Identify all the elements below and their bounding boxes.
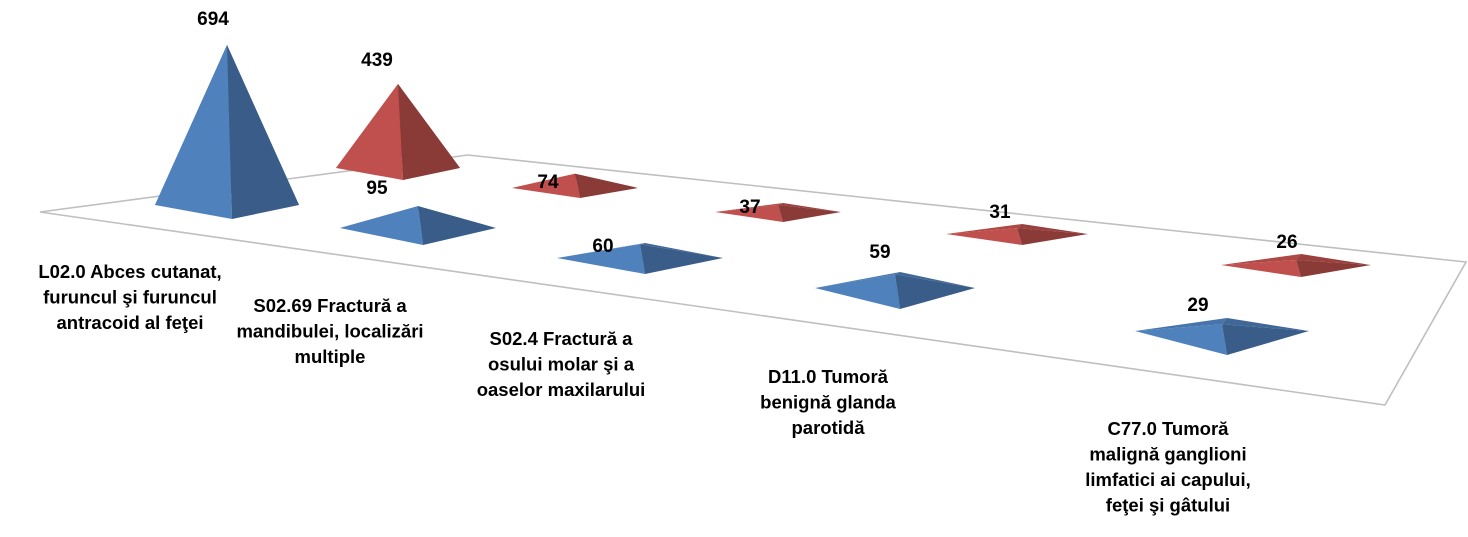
pyramid-face	[1017, 228, 1088, 245]
pyramid-mark	[715, 203, 841, 222]
pyramid-mark	[336, 84, 460, 180]
pyramid-face	[1017, 224, 1088, 234]
pyramid-face	[418, 206, 496, 245]
pyramid-face	[398, 84, 460, 180]
pyramid-face	[512, 173, 580, 198]
pyramid-mark	[1135, 318, 1309, 355]
pyramid-face	[715, 203, 783, 212]
category-label: S02.4 Fractură a osului molar şi a oaselor…	[477, 328, 646, 400]
data-label: 26	[1276, 232, 1297, 253]
pyramid-face	[815, 272, 900, 288]
data-label: 37	[739, 197, 760, 218]
pyramid-mark	[557, 243, 723, 274]
data-label: 31	[989, 202, 1011, 223]
pyramid-mark	[1221, 254, 1371, 277]
chart-floor	[39, 154, 1468, 406]
pyramid-face	[155, 45, 232, 219]
pyramid-face	[640, 244, 723, 274]
pyramid-face	[557, 244, 645, 274]
pyramid-face	[1135, 324, 1227, 355]
pyramid-face	[640, 243, 723, 258]
pyramid-mark	[512, 173, 638, 198]
category-label: S02.69 Fractură a mandibulei, localizări m…	[236, 295, 423, 367]
pyramid-face	[227, 45, 299, 219]
pyramid-face	[1222, 324, 1309, 355]
pyramid-mark	[340, 206, 496, 245]
pyramid-face	[340, 206, 423, 245]
pyramid-mark	[815, 272, 975, 309]
chart-labels: 694 95 60 59 29 439 74 37 31 26 L02.0 Abces cutana…	[38, 9, 1297, 516]
pyramid-face	[946, 224, 1022, 234]
pyramid-face	[1296, 260, 1371, 277]
chart-floor-outline	[39, 154, 1468, 406]
data-label: 95	[366, 178, 388, 199]
pyramid-face	[557, 243, 645, 258]
pyramid-mark	[946, 224, 1088, 245]
pyramid-face	[946, 228, 1022, 245]
data-label: 59	[869, 242, 890, 263]
pyramid-face	[1135, 318, 1227, 331]
pyramid-face	[1221, 254, 1301, 265]
category-label: L02.0 Abces cutanat, furuncul şi furuncul…	[38, 261, 221, 333]
category-label: D11.0 Tumoră benignă glanda parotidă	[760, 366, 896, 438]
category-label: C77.0 Tumoră malignă ganglioni limfatici a…	[1085, 418, 1251, 516]
data-label: 439	[361, 50, 393, 71]
pyramid-face	[895, 274, 975, 309]
data-label: 694	[197, 9, 229, 30]
data-label: 74	[537, 172, 559, 193]
pyramid-face	[1296, 254, 1371, 265]
pyramid-face	[1221, 260, 1301, 277]
pyramid-face	[336, 84, 403, 180]
pyramid-face	[715, 204, 783, 222]
pyramid-mark	[155, 45, 299, 219]
pyramid-face	[1222, 318, 1309, 331]
data-label: 29	[1187, 295, 1208, 316]
pyramid-face	[778, 204, 841, 222]
pyramid-face	[575, 173, 638, 198]
pyramid-face	[895, 272, 975, 288]
data-label: 60	[592, 236, 613, 257]
pyramid-face	[778, 203, 841, 212]
pyramid-face	[815, 274, 900, 309]
chart-marks	[155, 45, 1371, 355]
